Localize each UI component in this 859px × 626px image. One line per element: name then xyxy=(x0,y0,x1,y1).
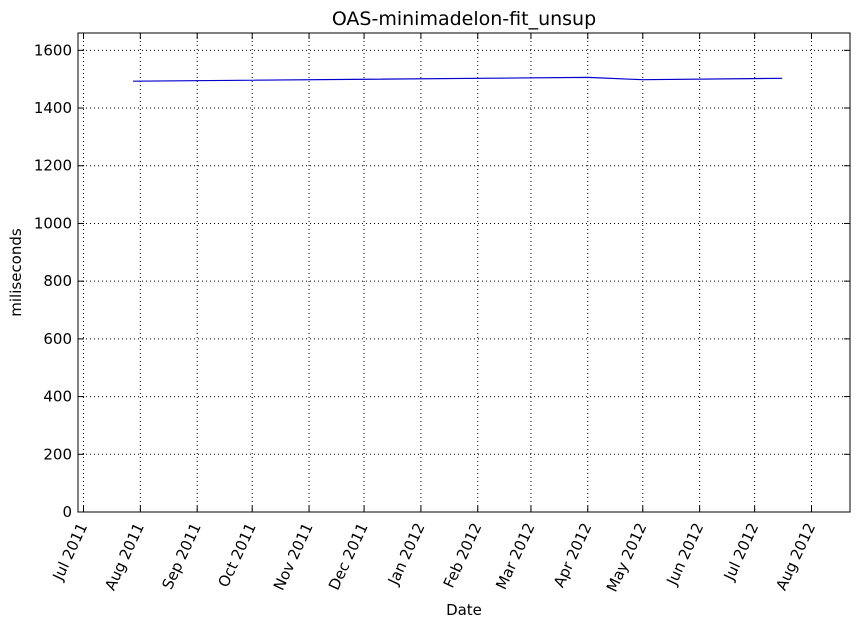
plot-frame xyxy=(77,32,851,513)
y-tick-label: 1000 xyxy=(34,214,72,232)
y-tick-label: 600 xyxy=(43,330,72,348)
y-tick-label: 0 xyxy=(62,503,72,521)
y-tick-label: 800 xyxy=(43,272,72,290)
series-line xyxy=(132,76,783,82)
x-axis-title: Date xyxy=(446,601,482,619)
y-tick-label: 1600 xyxy=(34,41,72,59)
chart-title: OAS-minimadelon-fit_unsup xyxy=(332,8,596,30)
y-tick-label: 400 xyxy=(43,388,72,406)
y-tick-label: 1200 xyxy=(34,157,72,175)
y-axis-title: miliseconds xyxy=(7,228,25,317)
series-layer xyxy=(132,76,783,82)
y-tick-label: 200 xyxy=(43,445,72,463)
y-tick-label: 1400 xyxy=(34,99,72,117)
